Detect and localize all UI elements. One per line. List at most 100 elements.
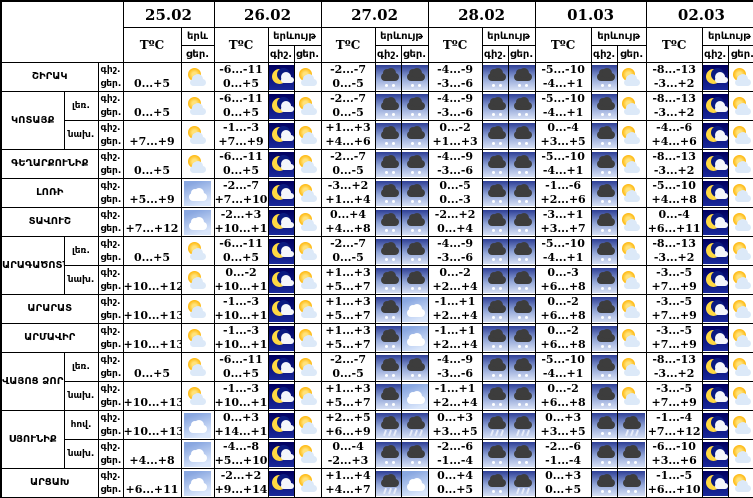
day-temp: +10...+12 bbox=[123, 280, 181, 293]
moon-cloud-icon bbox=[269, 180, 294, 206]
night-phenomenon-cell bbox=[590, 120, 618, 150]
region-name: ԱՐԱՐԱՏ bbox=[0, 294, 99, 324]
night-temp: -2...+3 bbox=[220, 208, 262, 222]
day-phenomenon-cell bbox=[507, 91, 536, 121]
night-phenomenon-cell bbox=[481, 62, 509, 92]
temp-cell: -4...-6 +4...+6 bbox=[645, 120, 703, 150]
snow-cloud-icon bbox=[592, 470, 617, 496]
night-phenomenon-cell bbox=[590, 207, 618, 237]
night-phenomenon-cell bbox=[374, 120, 402, 150]
snow-cloud-icon bbox=[376, 238, 401, 264]
snow-cloud-icon bbox=[483, 238, 508, 264]
night-temp: -1...-3 bbox=[223, 324, 259, 338]
sun-cloud-icon bbox=[184, 325, 211, 351]
sun-cloud-icon bbox=[295, 441, 321, 467]
subregion-label: լեռ. bbox=[63, 236, 99, 266]
snow-cloud-icon bbox=[592, 238, 617, 264]
day-label: ցեր. bbox=[100, 369, 122, 379]
night-phenomenon-cell bbox=[590, 352, 618, 382]
subregion-label: լեռ. bbox=[63, 352, 99, 382]
temp-header: TºC bbox=[122, 27, 182, 63]
temp-cell: -3...-5 +7...+9 bbox=[645, 294, 703, 324]
day-phenomenon-cell bbox=[507, 410, 536, 440]
day-phenomenon-cell bbox=[727, 352, 753, 382]
night-phenomenon-cell bbox=[481, 323, 509, 353]
temp-cell: -1...-3+10...+13 bbox=[213, 381, 269, 411]
day-phenomenon-cell bbox=[400, 352, 429, 382]
sun-cloud-icon bbox=[295, 64, 321, 90]
temp-cell: -6...-10 +3...+6 bbox=[645, 439, 703, 469]
day-temp: -3...+2 bbox=[653, 106, 695, 119]
day-phenomenon-cell bbox=[616, 62, 647, 92]
night-phenomenon-cell bbox=[267, 468, 295, 498]
night-label: գիշ. bbox=[100, 152, 121, 162]
night-phenomenon-cell bbox=[374, 468, 402, 498]
snow-cloud-icon bbox=[592, 354, 617, 380]
day-temp: 0...+5 bbox=[133, 367, 170, 380]
day-label: ցեր. bbox=[100, 224, 122, 234]
day-phenomenon-cell bbox=[507, 468, 536, 498]
temp-cell: +10...+13 bbox=[122, 381, 182, 411]
region-name: ՎԱՅՈՑ ՁՈՐ bbox=[0, 352, 65, 411]
table-row: նախ. գիշ. ցեր. +4...+8 -4...-8 +5...+10 0...-4… bbox=[1, 439, 753, 469]
date-header-4: 28.02 bbox=[427, 0, 536, 28]
night-phenomenon-cell bbox=[481, 439, 509, 469]
table-row: ՎԱՅՈՑ ՁՈՐ լեռ. գիշ. ցեր. 0...+5 -6...-11 0...+… bbox=[0, 352, 753, 411]
snow-cloud-icon bbox=[376, 325, 401, 351]
day-temp: +14...+16 bbox=[214, 425, 268, 438]
night-temp: -6...-11 bbox=[219, 63, 263, 77]
region-name: ՍՅՈՒՆԻՔ bbox=[0, 410, 65, 469]
night-temp: -8...-13 bbox=[652, 92, 696, 106]
day-temp: +6...+8 bbox=[540, 309, 586, 322]
day-temp: 0...+5 bbox=[223, 367, 260, 380]
temp-cell: +1...+3 +5...+7 bbox=[320, 294, 376, 324]
day-phenomenon-cell bbox=[293, 120, 322, 150]
temp-cell: -1...-4 +7...+12 bbox=[645, 410, 703, 440]
table-row: ԿՈՏԱՅՔ լեռ. գիշ. ցեր. 0...+5 -6...-11 0...+5 -2… bbox=[0, 91, 753, 150]
table-row: նախ. գիշ. ցեր. +7...+9 -1...-3 +7...+9 +1...+3… bbox=[1, 120, 753, 150]
daynight-label-cell: գիշ. ցեր. bbox=[97, 149, 124, 179]
night-temp: -6...-11 bbox=[219, 237, 263, 251]
sun-cloud-icon bbox=[184, 383, 211, 409]
night-phenomenon-cell bbox=[267, 149, 295, 179]
snow-cloud-icon bbox=[376, 122, 401, 148]
night-label: գիշ. bbox=[100, 326, 121, 336]
daynight-label-cell: գիշ. ցեր. bbox=[97, 294, 124, 324]
day-phenomenon-cell bbox=[400, 236, 429, 266]
temp-cell: -5...-10 -4...+1 bbox=[534, 62, 592, 92]
snow-cloud-icon bbox=[402, 64, 428, 90]
day-temp: +1...+3 bbox=[432, 135, 478, 148]
night-temp: -4...-8 bbox=[223, 440, 259, 454]
night-label: գիշ. bbox=[100, 181, 121, 191]
night-temp: 0...-2 bbox=[439, 266, 471, 280]
night-phenomenon-cell bbox=[590, 236, 618, 266]
day-temp: -3...-6 bbox=[437, 77, 474, 90]
moon-cloud-icon bbox=[703, 180, 728, 206]
sun-cloud-icon bbox=[729, 122, 753, 148]
night-temp: -1...+1 bbox=[434, 382, 476, 396]
temp-header: TºC bbox=[320, 27, 376, 63]
temp-header: TºC bbox=[645, 27, 703, 63]
day-temp: +6...+11 bbox=[125, 483, 179, 496]
snow-cloud-icon bbox=[402, 151, 428, 177]
sun-cloud-icon bbox=[618, 325, 646, 351]
temp-cell: +1...+3 +5...+7 bbox=[320, 381, 376, 411]
daynight-label-cell: գիշ. ցեր. bbox=[97, 178, 124, 208]
day-phenomenon-cell bbox=[616, 236, 647, 266]
night-phenomenon-cell bbox=[481, 178, 509, 208]
sun-cloud-icon bbox=[729, 93, 753, 119]
temp-cell: -2...-6 -1...-4 bbox=[427, 439, 483, 469]
day-temp: +10...+13 bbox=[123, 338, 181, 351]
day-phenomenon-cell bbox=[727, 294, 753, 324]
temp-cell: -3...+1 +3...+7 bbox=[534, 207, 592, 237]
snow-cloud-icon bbox=[376, 151, 401, 177]
night-phenomenon-cell bbox=[267, 410, 295, 440]
day-temp: 0...-5 bbox=[332, 164, 364, 177]
day-phenomenon-cell bbox=[180, 381, 215, 411]
region-name: ԱՐՑԱԽ bbox=[0, 468, 99, 498]
snow-cloud-icon bbox=[483, 151, 508, 177]
day-temp: -1...-4 bbox=[545, 454, 582, 467]
snow-cloud-icon bbox=[509, 354, 535, 380]
night-temp bbox=[124, 354, 180, 368]
night-temp: -5...-10 bbox=[541, 92, 585, 106]
